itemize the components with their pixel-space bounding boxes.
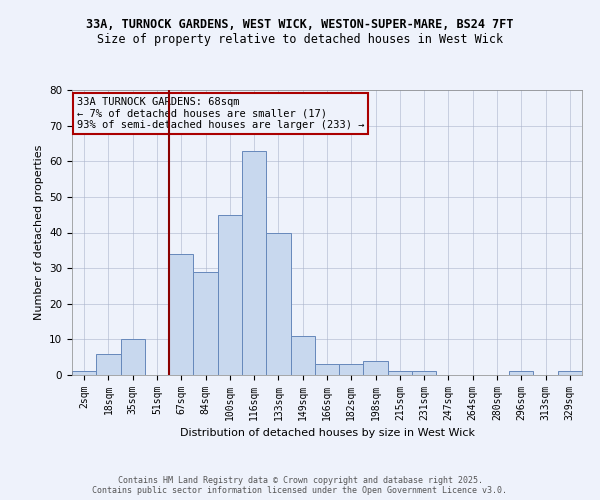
Bar — [364, 361, 388, 375]
Bar — [266, 232, 290, 375]
Bar — [72, 372, 96, 375]
Text: Contains HM Land Registry data © Crown copyright and database right 2025.
Contai: Contains HM Land Registry data © Crown c… — [92, 476, 508, 495]
X-axis label: Distribution of detached houses by size in West Wick: Distribution of detached houses by size … — [179, 428, 475, 438]
Bar — [290, 336, 315, 375]
Bar — [339, 364, 364, 375]
Bar — [218, 214, 242, 375]
Bar — [96, 354, 121, 375]
Bar — [388, 372, 412, 375]
Y-axis label: Number of detached properties: Number of detached properties — [34, 145, 44, 320]
Bar — [169, 254, 193, 375]
Text: 33A, TURNOCK GARDENS, WEST WICK, WESTON-SUPER-MARE, BS24 7FT: 33A, TURNOCK GARDENS, WEST WICK, WESTON-… — [86, 18, 514, 30]
Bar — [193, 272, 218, 375]
Bar — [242, 150, 266, 375]
Text: Size of property relative to detached houses in West Wick: Size of property relative to detached ho… — [97, 32, 503, 46]
Bar — [558, 372, 582, 375]
Text: 33A TURNOCK GARDENS: 68sqm
← 7% of detached houses are smaller (17)
93% of semi-: 33A TURNOCK GARDENS: 68sqm ← 7% of detac… — [77, 97, 365, 130]
Bar — [509, 372, 533, 375]
Bar — [412, 372, 436, 375]
Bar — [121, 340, 145, 375]
Bar — [315, 364, 339, 375]
